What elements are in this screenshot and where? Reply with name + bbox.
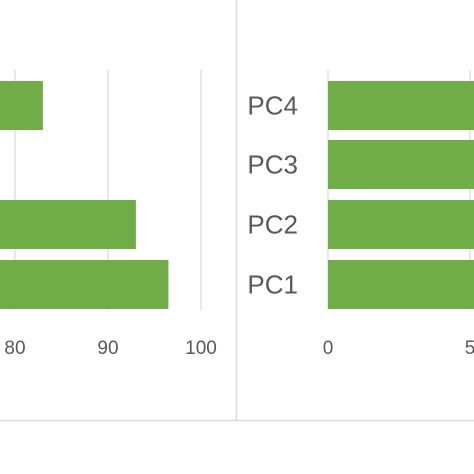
right-bar-pc2 [328, 200, 474, 249]
right-bar-pc3 [328, 140, 474, 189]
right-y-tick-pc1: PC1 [247, 270, 298, 300]
right-x-tick-0: 0 [323, 338, 334, 359]
left-x-tick-labels: 80 90 100 [4, 338, 216, 359]
right-bar-pc1 [328, 260, 474, 309]
right-y-tick-labels: PC1 PC2 PC3 PC4 [247, 91, 298, 300]
right-x-tick-5: 5 [465, 338, 474, 359]
left-bar-pc1 [0, 260, 169, 309]
left-x-tick-90: 90 [97, 338, 118, 359]
left-bars [0, 81, 169, 309]
left-bar-pc2 [0, 200, 136, 249]
left-bar-pc4 [0, 81, 43, 130]
left-bar-chart: 80 90 100 [0, 70, 217, 359]
right-y-tick-pc2: PC2 [247, 210, 298, 240]
panel-borders [0, 0, 474, 422]
right-y-tick-pc3: PC3 [247, 150, 298, 180]
right-bar-pc4 [328, 81, 474, 130]
left-x-tick-80: 80 [4, 338, 25, 359]
left-x-tick-100: 100 [185, 338, 217, 359]
right-bars [328, 81, 474, 309]
right-y-tick-pc4: PC4 [247, 91, 298, 121]
